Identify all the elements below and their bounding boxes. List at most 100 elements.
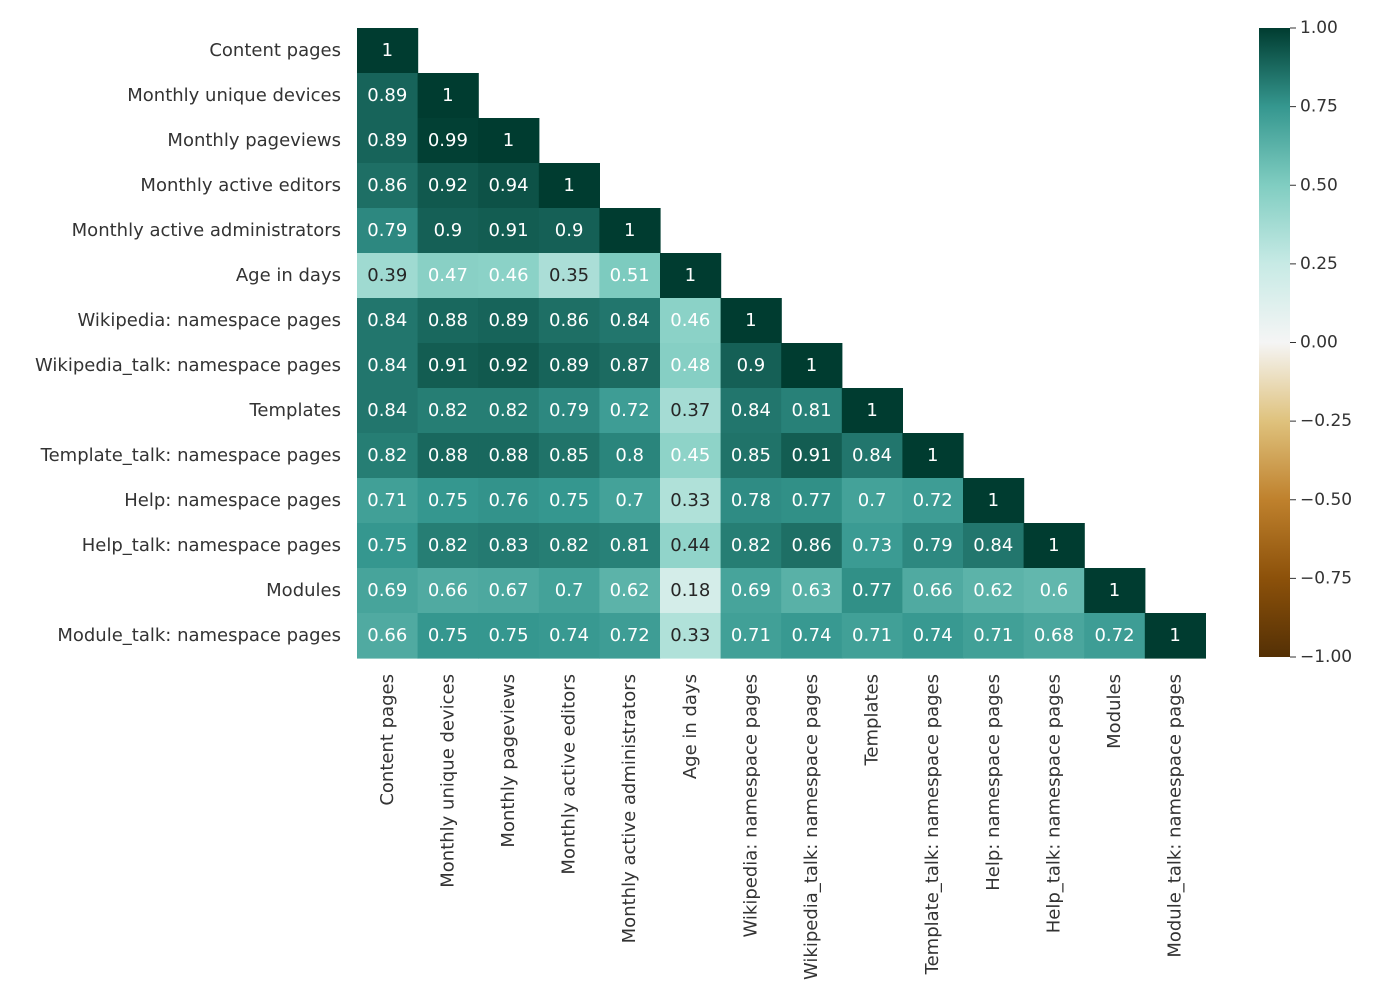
row-label: Content pages (209, 40, 341, 61)
row-label: Module_talk: namespace pages (57, 625, 341, 646)
row-label: Age in days (236, 265, 341, 286)
cell-value-label: 0.89 (367, 85, 407, 106)
heatmap-cell (599, 478, 661, 524)
heatmap-cell (1023, 613, 1085, 659)
cell-value-label: 0.82 (428, 400, 468, 421)
heatmap-cell (599, 613, 661, 659)
heatmap-cell (538, 388, 600, 434)
cell-value-label: 0.35 (549, 265, 589, 286)
cell-value-label: 0.62 (973, 580, 1013, 601)
heatmap-cell (478, 298, 540, 344)
cell-value-label: 1 (866, 400, 877, 421)
cell-value-label: 0.75 (488, 625, 528, 646)
y-axis-tick-labels: Content pages Monthly unique devices Month… (35, 40, 341, 646)
cell-value-label: 0.86 (367, 175, 407, 196)
heatmap-cell (357, 433, 419, 479)
cell-value-label: 0.75 (367, 535, 407, 556)
cell-value-label: 0.71 (367, 490, 407, 511)
heatmap-cell (599, 433, 661, 479)
heatmap-cell (902, 613, 964, 659)
colorbar-gradient (1259, 28, 1290, 657)
cell-value-label: 0.9 (434, 220, 463, 241)
cell-value-label: 0.71 (731, 625, 771, 646)
heatmap-cell (478, 343, 540, 389)
cell-value-label: 0.6 (1040, 580, 1069, 601)
cell-value-label: 0.85 (549, 445, 589, 466)
heatmap-cell (538, 523, 600, 569)
heatmap-cell (660, 343, 722, 389)
cell-value-label: 0.39 (367, 265, 407, 286)
cell-value-label: 0.91 (791, 445, 831, 466)
heatmap-cell (417, 298, 479, 344)
heatmap-cell (599, 523, 661, 569)
cell-value-label: 1 (563, 175, 574, 196)
heatmap-cell (1084, 613, 1146, 659)
heatmap-cell (781, 433, 843, 479)
heatmap-cell (781, 343, 843, 389)
heatmap-cell-labels: 10.89 10.89 0.99 10.86 0.92 0.94 10.79 0.9 0.91 0… (367, 40, 1181, 646)
heatmap-cell (599, 253, 661, 299)
row-label: Wikipedia_talk: namespace pages (35, 355, 341, 376)
heatmap-cell (357, 478, 419, 524)
cell-value-label: 0.33 (670, 625, 710, 646)
cell-value-label: 0.69 (367, 580, 407, 601)
heatmap-cell (720, 298, 782, 344)
column-label: Monthly active editors (559, 674, 580, 875)
cell-value-label: 0.77 (791, 490, 831, 511)
cell-value-label: 0.85 (731, 445, 771, 466)
colorbar-tick-label: −0.75 (1300, 568, 1352, 588)
cell-value-label: 0.88 (428, 310, 468, 331)
cell-value-label: 1 (624, 220, 635, 241)
heatmap-cell (781, 388, 843, 434)
heatmap-cell (660, 298, 722, 344)
heatmap-cell (963, 613, 1025, 659)
column-label: Help_talk: namespace pages (1043, 674, 1064, 933)
cell-value-label: 0.33 (670, 490, 710, 511)
cell-value-label: 0.8 (615, 445, 644, 466)
heatmap-cell (478, 388, 540, 434)
cell-value-label: 1 (442, 85, 453, 106)
heatmap-cell (417, 433, 479, 479)
cell-value-label: 0.9 (737, 355, 766, 376)
heatmap-cell (538, 433, 600, 479)
colorbar-tick-label: 0.75 (1300, 97, 1338, 117)
row-label: Monthly unique devices (127, 85, 341, 106)
row-label: Modules (266, 580, 341, 601)
heatmap-cell (357, 343, 419, 389)
row-label: Templates (248, 400, 341, 421)
colorbar-tick-label: 0.00 (1300, 333, 1338, 353)
cell-value-label: 0.67 (488, 580, 528, 601)
cell-value-label: 0.46 (488, 265, 528, 286)
heatmap-cell (417, 118, 479, 164)
column-label: Help: namespace pages (983, 674, 1004, 891)
cell-value-label: 0.62 (610, 580, 650, 601)
heatmap-cell (538, 343, 600, 389)
heatmap-cell (538, 298, 600, 344)
heatmap-cell (902, 478, 964, 524)
heatmap-cell (357, 568, 419, 614)
cell-value-label: 0.82 (488, 400, 528, 421)
column-label: Monthly pageviews (498, 674, 519, 848)
cell-value-label: 0.7 (858, 490, 887, 511)
column-label: Monthly active administrators (619, 674, 640, 943)
cell-value-label: 0.82 (549, 535, 589, 556)
cell-value-label: 0.74 (549, 625, 589, 646)
cell-value-label: 0.91 (428, 355, 468, 376)
cell-value-label: 0.75 (549, 490, 589, 511)
cell-value-label: 0.87 (610, 355, 650, 376)
heatmap-cell (963, 568, 1025, 614)
heatmap-cell (660, 523, 722, 569)
heatmap-cell (478, 163, 540, 209)
cell-value-label: 0.44 (670, 535, 710, 556)
heatmap-cell (357, 388, 419, 434)
heatmap-cell (417, 208, 479, 254)
heatmap-cell (841, 478, 903, 524)
cell-value-label: 1 (1169, 625, 1180, 646)
heatmap-cell (357, 208, 419, 254)
heatmap-cell (720, 568, 782, 614)
cell-value-label: 0.89 (549, 355, 589, 376)
cell-value-label: 0.92 (428, 175, 468, 196)
heatmap-cell (902, 523, 964, 569)
heatmap-cell (417, 388, 479, 434)
cell-value-label: 0.45 (670, 445, 710, 466)
